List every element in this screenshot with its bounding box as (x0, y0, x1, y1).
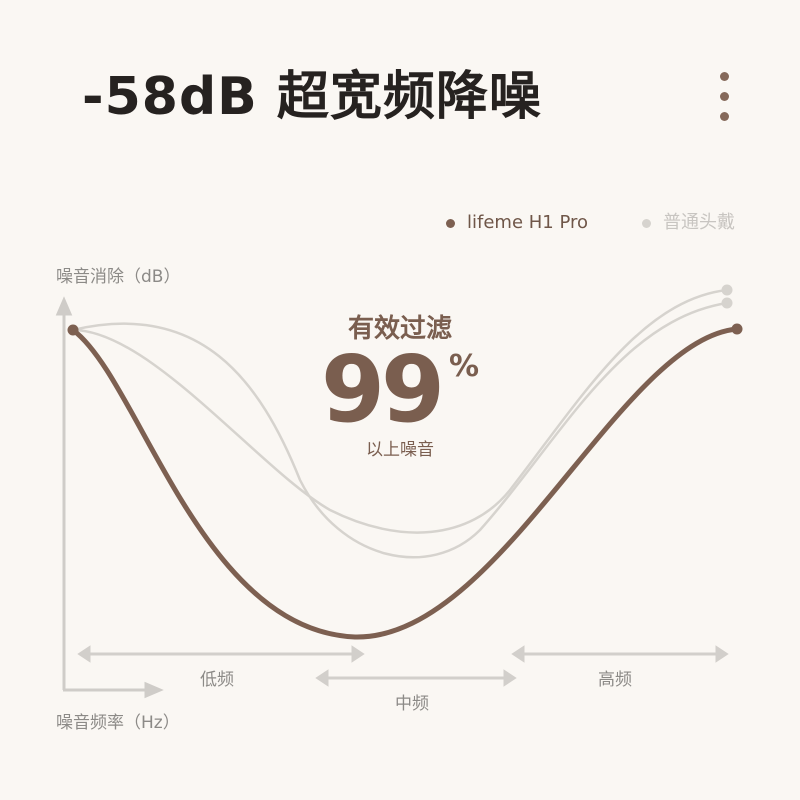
legend-label: lifeme H1 Pro (467, 212, 589, 233)
highlight-value-row: 99 % (0, 336, 800, 443)
legend-item-normal: 普通头戴 (642, 212, 735, 234)
band-arrow-2 (511, 645, 729, 663)
series-point-2-1 (731, 323, 743, 335)
y-axis (55, 296, 73, 690)
band-label-low: 低频 (200, 670, 234, 690)
series-line-0 (72, 301, 728, 559)
series-point-0-1 (721, 297, 733, 309)
legend-item-h1pro: lifeme H1 Pro (446, 212, 588, 234)
y-axis-label: 噪音消除（dB） (56, 267, 181, 287)
series-line-1 (72, 288, 728, 534)
band-label-high: 高频 (598, 670, 632, 690)
highlight-value: 99 (320, 336, 445, 443)
page-title: -58dB 超宽频降噪 (82, 67, 542, 127)
legend-dot (446, 218, 455, 228)
x-axis (63, 681, 164, 699)
x-axis-label: 噪音频率（Hz） (56, 713, 180, 733)
series-line-2 (71, 326, 738, 640)
highlight-sub: 以上噪音 (366, 440, 434, 460)
highlight-unit: % (448, 349, 480, 384)
series-point-2-0 (67, 324, 79, 336)
band-arrow-1 (315, 669, 517, 687)
legend-dot (642, 218, 651, 228)
highlight-label: 有效过滤 (347, 314, 452, 344)
band-label-mid: 中频 (395, 694, 429, 714)
legend-label: 普通头戴 (663, 212, 735, 233)
series-point-1-1 (721, 284, 733, 296)
band-arrow-0 (77, 645, 365, 663)
